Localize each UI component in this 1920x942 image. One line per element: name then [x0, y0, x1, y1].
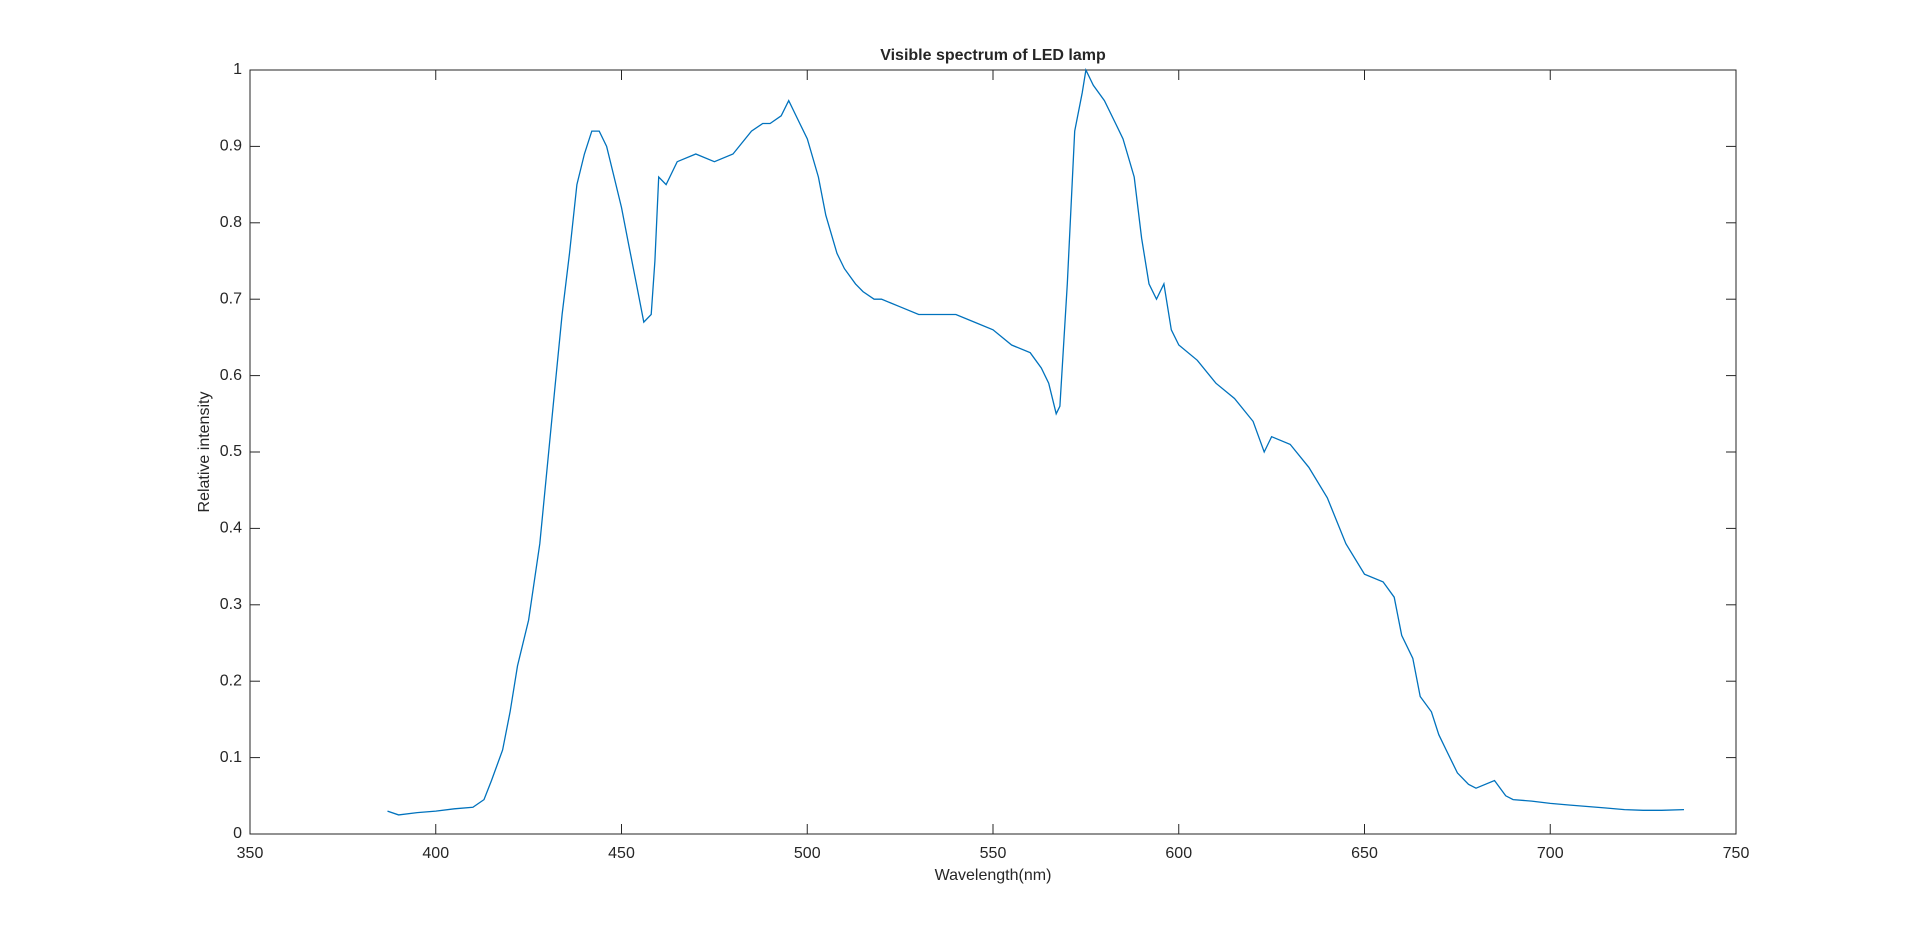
chart-title: Visible spectrum of LED lamp [880, 47, 1106, 64]
x-axis-label: Wavelength(nm) [935, 867, 1052, 884]
y-tick-label: 0.3 [220, 596, 242, 613]
y-tick-label: 0.6 [220, 367, 242, 384]
plot-box [249, 69, 1737, 835]
y-tick-label: 0.2 [220, 672, 242, 689]
y-tick-label: 0.9 [220, 138, 242, 155]
x-tick-label: 400 [422, 845, 449, 862]
x-tick-label: 700 [1537, 845, 1564, 862]
y-tick-label: 0.8 [220, 214, 242, 231]
y-tick-label: 0 [233, 825, 242, 842]
y-tick-label: 0.4 [220, 520, 242, 537]
x-tick-label: 350 [237, 845, 264, 862]
x-tick-label: 550 [980, 845, 1007, 862]
x-tick-label: 600 [1165, 845, 1192, 862]
x-tick-label: 500 [794, 845, 821, 862]
spectrum-line [387, 67, 1685, 816]
y-tick-label: 0.1 [220, 749, 242, 766]
y-tick-label: 1 [233, 61, 242, 78]
y-tick-label: 0.7 [220, 290, 242, 307]
x-tick-label: 650 [1351, 845, 1378, 862]
y-tick-label: 0.5 [220, 443, 242, 460]
y-axis-label: Relative intensity [196, 392, 213, 513]
x-tick-label: 750 [1723, 845, 1750, 862]
x-tick-label: 450 [608, 845, 635, 862]
